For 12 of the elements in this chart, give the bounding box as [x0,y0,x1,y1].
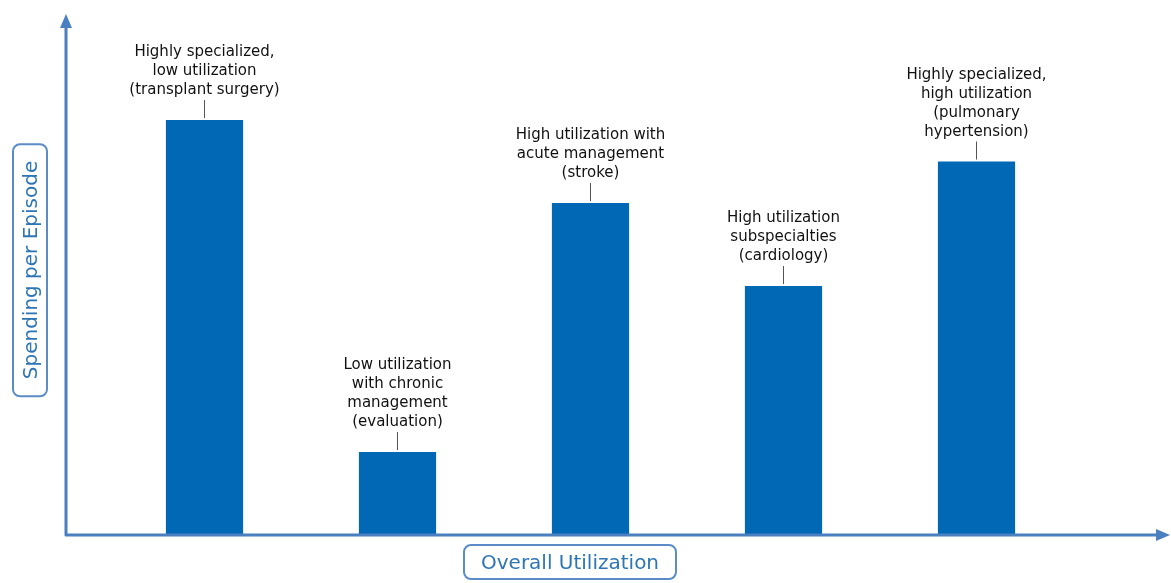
annotation: Low utilization with chronic management (evaluation) [343,355,452,430]
bar [551,203,630,535]
x-axis-title: Overall Utilization [463,544,678,580]
bar [937,161,1016,535]
text: Highly specialized, low utilization (transplant surgery) [129,42,280,98]
bar [165,120,244,535]
bar [358,452,437,535]
annotation: High utilization subspecialties (cardiology) [727,208,840,264]
annotation: High utilization with acute management (stroke) [515,125,666,181]
y-axis-title: Spending per Episode [12,142,48,398]
annotation: Highly specialized, high utilization (pulmonary hypertension) [906,64,1047,140]
bar [744,286,823,535]
